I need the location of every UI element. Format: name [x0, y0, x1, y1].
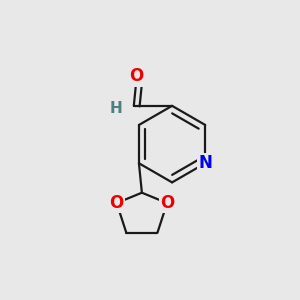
Text: O: O	[160, 194, 174, 212]
Text: O: O	[130, 68, 144, 85]
Text: N: N	[198, 154, 212, 172]
Text: H: H	[110, 101, 122, 116]
Text: O: O	[110, 194, 124, 212]
